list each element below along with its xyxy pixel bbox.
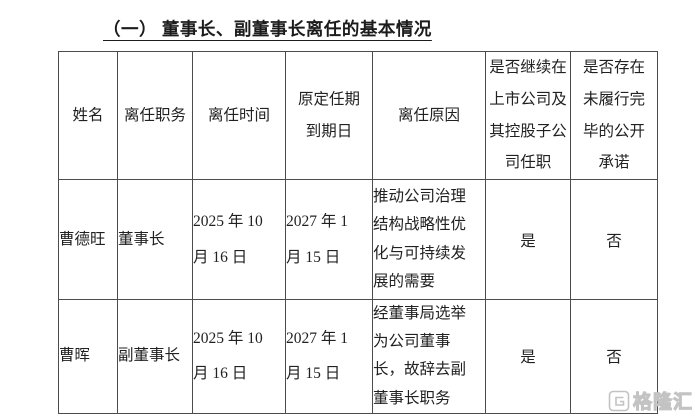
cell-continue-serving: 是 — [485, 299, 571, 414]
gelonghui-logo-text: 格隆汇 — [632, 392, 693, 414]
cell-continue-serving: 是 — [485, 179, 571, 301]
cell-departure-time: 2025 年 10 月 16 日 — [192, 299, 286, 414]
cell-name: 曹晖 — [58, 299, 118, 414]
header-cell-commitments: 是否存在 未履行完 毕的公开 承诺 — [570, 50, 658, 181]
header-cell-departure-time: 离任时间 — [192, 50, 286, 181]
cell-departure-time: 2025 年 10 月 16 日 — [192, 179, 286, 301]
cell-position: 董事长 — [117, 179, 193, 301]
header-cell-continue-serving: 是否继续在 上市公司及 其控股子公 司任职 — [485, 50, 571, 181]
table-row: 曹德旺 董事长 2025 年 10 月 16 日 2027 年 1 月 15 日… — [58, 179, 658, 301]
header-cell-name: 姓名 — [58, 50, 118, 181]
header-cell-position: 离任职务 — [117, 50, 193, 181]
cell-position: 副董事长 — [117, 299, 193, 414]
cell-commitments: 否 — [570, 299, 658, 414]
resignation-table: 姓名 离任职务 离任时间 原定任期 到期日 离任原因 是否继续在 上市公司及 其… — [58, 50, 658, 414]
table-header-row: 姓名 离任职务 离任时间 原定任期 到期日 离任原因 是否继续在 上市公司及 其… — [58, 50, 658, 181]
header-cell-term-end: 原定任期 到期日 — [285, 50, 373, 181]
table-row: 曹晖 副董事长 2025 年 10 月 16 日 2027 年 1 月 15 日… — [58, 299, 658, 414]
gelonghui-logo-icon — [608, 390, 630, 411]
cell-term-end: 2027 年 1 月 15 日 — [285, 299, 373, 414]
cell-commitments: 否 — [570, 179, 658, 301]
cell-name: 曹德旺 — [58, 179, 118, 301]
header-cell-reason: 离任原因 — [372, 50, 486, 181]
gelonghui-watermark: 格隆汇 — [607, 387, 693, 414]
cell-reason: 推动公司治理 结构战略性优 化与可持续发 展的需要 — [372, 179, 486, 301]
section-title: （一） 董事长、副董事长离任的基本情况 — [103, 19, 432, 39]
cell-reason: 经董事局选举 为公司董事 长，故辞去副 董事长职务 — [372, 299, 486, 414]
cell-term-end: 2027 年 1 月 15 日 — [285, 179, 373, 301]
